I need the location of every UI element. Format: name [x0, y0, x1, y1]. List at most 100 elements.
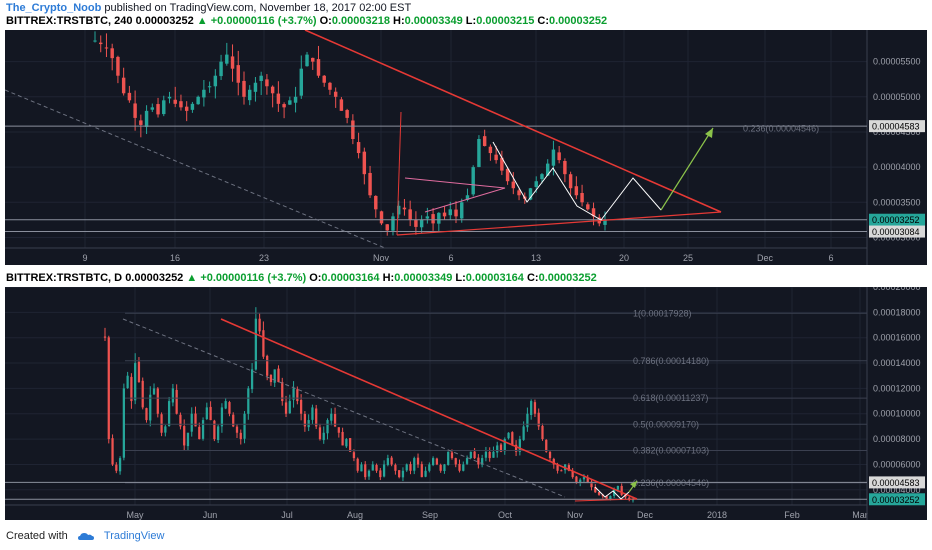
x-tick-label: Sep	[422, 510, 438, 520]
candle-body	[609, 496, 612, 499]
candle-body	[409, 464, 412, 471]
candle-body	[171, 388, 175, 403]
y-tick-label: 0.00005500	[873, 57, 921, 67]
candle-body	[371, 464, 374, 471]
chart1-high: 0.00003349	[404, 15, 463, 27]
candle-body	[571, 470, 574, 478]
candle-body	[545, 439, 548, 452]
candle-body	[315, 408, 318, 427]
candle-body	[351, 120, 355, 139]
tradingview-brand-link[interactable]: TradingView	[103, 530, 165, 542]
candle-body	[326, 420, 329, 434]
price-label-bg	[869, 476, 925, 489]
candle-body	[250, 369, 254, 390]
arrow-head	[630, 481, 637, 488]
candle-body	[481, 458, 484, 465]
price-label: 0.00004583	[872, 122, 920, 132]
projection-arrow	[660, 127, 714, 211]
chart1-open: 0.00003218	[331, 15, 390, 27]
candle-body	[213, 420, 216, 440]
candle-body	[322, 75, 326, 83]
candle-body	[126, 375, 129, 389]
candle-body	[167, 96, 172, 99]
candle-body	[560, 470, 563, 472]
candle-body	[103, 336, 107, 338]
candle-body	[396, 205, 401, 215]
author-name[interactable]: The_Crypto_Noob	[6, 2, 102, 14]
candle-body	[469, 451, 472, 459]
candle-body	[405, 464, 408, 471]
candle-body	[299, 68, 304, 96]
candle-body	[247, 388, 250, 414]
chart1-close: 0.00003252	[549, 15, 608, 27]
candle-body	[425, 216, 430, 219]
candle-body	[284, 402, 288, 414]
projection-zigzag	[492, 141, 662, 221]
candle-body	[482, 136, 487, 147]
candle-body	[511, 432, 514, 446]
candle-body	[548, 451, 552, 459]
candle-body	[93, 40, 97, 42]
candle-body	[390, 457, 393, 465]
candle-body	[450, 452, 454, 459]
candle-body	[122, 388, 125, 458]
candle-body	[190, 413, 193, 432]
y-tick-label: 0.00003500	[873, 197, 921, 207]
candle-body	[107, 337, 110, 440]
candle-body	[341, 431, 344, 446]
candle-body	[266, 355, 269, 376]
x-tick-label: 13	[531, 253, 541, 263]
candle-body	[137, 361, 141, 383]
candle-body	[402, 207, 407, 210]
candle-body	[316, 59, 321, 76]
chart1-low: 0.00003215	[476, 15, 535, 27]
candle-body	[130, 376, 133, 402]
candle-body	[362, 151, 367, 175]
candle-body	[540, 174, 544, 180]
candle-body	[360, 464, 363, 472]
candle-body	[368, 172, 372, 196]
candle-body	[514, 444, 518, 452]
candle-body	[473, 451, 476, 459]
chart1-panel[interactable]: 0.000055000.000050000.000045000.00004000…	[4, 29, 927, 268]
candle-body	[511, 181, 516, 189]
candle-body	[99, 42, 103, 45]
chart1-svg[interactable]: 0.000055000.000050000.000045000.00004000…	[4, 29, 927, 268]
candle-body	[116, 56, 120, 76]
candle-body	[201, 420, 205, 439]
support-trendline	[396, 211, 722, 236]
candle-body	[575, 476, 578, 484]
price-label: 0.00003084	[872, 227, 920, 237]
candle-body	[528, 188, 533, 200]
candle-body	[431, 214, 435, 224]
candle-body	[330, 413, 333, 421]
candle-body	[220, 407, 224, 427]
candle-body	[133, 103, 137, 118]
candle-body	[219, 61, 223, 77]
chart2-svg[interactable]: 0.00020000 0.00018000 0.00016000 0.00014000…	[5, 282, 927, 525]
candle-body	[568, 174, 573, 189]
candle-body	[530, 401, 533, 416]
candle-body	[194, 413, 197, 427]
chart1-last: 0.00003252	[135, 15, 194, 27]
candle-body	[465, 195, 470, 200]
candle-body	[162, 100, 166, 115]
candle-body	[594, 487, 597, 493]
candle-body	[465, 458, 469, 464]
candle-body	[276, 93, 281, 104]
candle-body	[179, 101, 183, 108]
candle-body	[505, 168, 510, 182]
candle-body	[186, 432, 190, 447]
candle-body	[198, 426, 201, 440]
candle-body	[111, 438, 114, 465]
candle-body	[534, 181, 538, 187]
candle-body	[281, 382, 284, 402]
candle-body	[582, 477, 586, 480]
candle-body	[258, 318, 261, 332]
chart2-panel[interactable]: 0.00020000 0.00018000 0.00016000 0.00014000…	[5, 282, 927, 525]
candle-body	[277, 368, 280, 383]
footer: Created with TradingView	[6, 530, 164, 542]
candle-body	[603, 219, 607, 225]
candle-body	[567, 465, 571, 471]
candle-body	[428, 464, 431, 471]
